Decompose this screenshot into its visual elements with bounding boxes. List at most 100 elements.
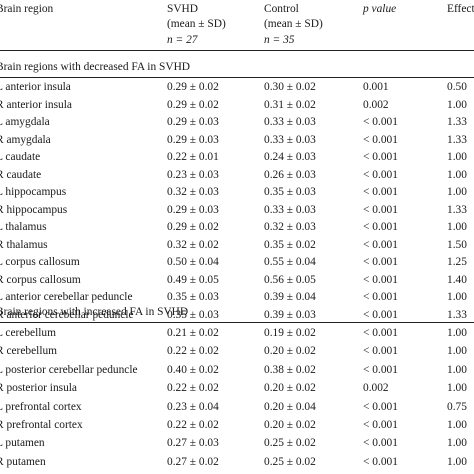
table-row-region-name: R hippocampus — [0, 203, 68, 216]
table-row-control-value: 0.35 ± 0.02 — [264, 238, 316, 251]
table-row-control-value: 0.31 ± 0.02 — [264, 98, 316, 111]
header-control-n: n = 35 — [264, 34, 295, 46]
table-row-p-value: < 0.001 — [363, 133, 398, 146]
table-row-effect-size: 1.00 — [447, 168, 467, 181]
table-row-effect-size: 1.33 — [447, 308, 467, 321]
table-row-control-value: 0.56 ± 0.05 — [264, 273, 316, 286]
table-row-effect-size: 1.00 — [447, 291, 467, 303]
table-row-region-name: L putamen — [0, 437, 45, 450]
header-svhd: SVHD — [167, 3, 199, 15]
table-row-p-value: 0.001 — [363, 81, 389, 93]
header-control-stat: (mean ± SD) — [264, 18, 323, 30]
table-row-control-value: 0.20 ± 0.02 — [264, 419, 316, 431]
table-row-p-value: < 0.001 — [363, 221, 398, 233]
table-row-p-value: < 0.001 — [363, 116, 398, 128]
table-row-control-value: 0.38 ± 0.02 — [264, 363, 316, 376]
table-row-svhd-value: 0.22 ± 0.02 — [167, 345, 219, 358]
table-row-effect-size: 1.00 — [447, 186, 467, 198]
table-row-control-value: 0.25 ± 0.02 — [264, 437, 316, 450]
table-row-svhd-value: 0.35 ± 0.03 — [167, 291, 219, 303]
table-row-effect-size: 1.00 — [447, 437, 467, 450]
table-row-control-value: 0.25 ± 0.02 — [264, 455, 316, 468]
table-row-svhd-value: 0.32 ± 0.03 — [167, 186, 219, 198]
table-row-control-value: 0.20 ± 0.02 — [264, 382, 316, 395]
table-row-svhd-value: 0.29 ± 0.02 — [167, 221, 219, 233]
table-row-svhd-value: 0.50 ± 0.04 — [167, 256, 219, 268]
table-row-control-value: 0.20 ± 0.04 — [264, 400, 316, 413]
table-row-p-value: < 0.001 — [363, 308, 398, 321]
table-row-effect-size: 1.25 — [447, 256, 467, 268]
table-row-control-value: 0.33 ± 0.03 — [264, 203, 316, 216]
table-row-p-value: < 0.001 — [363, 400, 398, 413]
table-row-effect-size: 0.50 — [447, 81, 467, 93]
table-row-control-value: 0.33 ± 0.03 — [264, 133, 316, 146]
table-row-svhd-value: 0.29 ± 0.02 — [167, 98, 219, 111]
table-row-region-name: R corpus callosum — [0, 273, 81, 286]
table-row-effect-size: 0.75 — [447, 400, 467, 413]
table-row-control-value: 0.39 ± 0.03 — [264, 308, 316, 321]
table-row-control-value: 0.35 ± 0.03 — [264, 186, 316, 198]
table-row-region-name: L thalamus — [0, 221, 47, 233]
table-row-region-name: R thalamus — [0, 238, 48, 251]
header-p-value: p value — [363, 3, 397, 15]
table-row-p-value: < 0.001 — [363, 273, 398, 286]
table-row-svhd-value: 0.32 ± 0.02 — [167, 238, 219, 251]
table-row-region-name: R anterior cerebellar peduncle — [0, 308, 134, 321]
table-row-effect-size: 1.33 — [447, 133, 467, 146]
table-row-p-value: < 0.001 — [363, 151, 398, 163]
table-row-effect-size: 1.00 — [447, 345, 467, 358]
table-row-p-value: < 0.001 — [363, 419, 398, 431]
table-row-svhd-value: 0.22 ± 0.01 — [167, 151, 219, 163]
table-row-svhd-value: 0.40 ± 0.02 — [167, 363, 219, 376]
section-increased-rule — [0, 322, 474, 323]
table-row-effect-size: 1.00 — [447, 151, 467, 163]
table-row-p-value: < 0.001 — [363, 256, 398, 268]
header-svhd-stat: (mean ± SD) — [167, 18, 226, 30]
table-row-p-value: < 0.001 — [363, 363, 398, 376]
table-row-svhd-value: 0.27 ± 0.02 — [167, 455, 219, 468]
table-row-svhd-value: 0.29 ± 0.03 — [167, 116, 219, 128]
table-row-effect-size: 1.40 — [447, 273, 467, 286]
table-row-svhd-value: 0.49 ± 0.05 — [167, 273, 219, 286]
table-row-effect-size: 1.00 — [447, 221, 467, 233]
table-row-svhd-value: 0.23 ± 0.03 — [167, 168, 219, 181]
table-row-region-name: R prefrontal cortex — [0, 419, 83, 431]
table-row-p-value: < 0.001 — [363, 186, 398, 198]
table-row-region-name: L anterior insula — [0, 81, 71, 93]
table-row-region-name: L prefrontal cortex — [0, 400, 82, 413]
table-row-effect-size: 1.33 — [447, 203, 467, 216]
table-row-svhd-value: 0.27 ± 0.03 — [167, 437, 219, 450]
header-control: Control — [264, 3, 299, 15]
table-row-effect-size: 1.00 — [447, 98, 467, 111]
table-row-control-value: 0.55 ± 0.04 — [264, 256, 316, 268]
table-row-effect-size: 1.00 — [447, 327, 467, 339]
table-row-region-name: R amygdala — [0, 133, 51, 146]
table-row-control-value: 0.19 ± 0.02 — [264, 327, 316, 339]
table-row-svhd-value: 0.23 ± 0.04 — [167, 400, 219, 413]
table-row-region-name: L posterior cerebellar peduncle — [0, 363, 138, 376]
table-row-region-name: L hippocampus — [0, 186, 67, 198]
table-row-control-value: 0.32 ± 0.03 — [264, 221, 316, 233]
table-row-control-value: 0.20 ± 0.02 — [264, 345, 316, 358]
table-row-svhd-value: 0.35 ± 0.03 — [167, 308, 219, 321]
table-row-p-value: 0.002 — [363, 98, 389, 111]
table-row-region-name: L corpus callosum — [0, 256, 80, 268]
table-row-effect-size: 1.00 — [447, 363, 467, 376]
table-row-region-name: L cerebellum — [0, 327, 56, 339]
table-row-svhd-value: 0.22 ± 0.02 — [167, 382, 219, 395]
section-decreased-fa: Brain regions with decreased FA in SVHD — [0, 61, 191, 73]
table-row-p-value: < 0.001 — [363, 168, 398, 181]
table-row-region-name: R putamen — [0, 455, 46, 468]
table-row-region-name: R caudate — [0, 168, 42, 181]
table-row-control-value: 0.26 ± 0.03 — [264, 168, 316, 181]
table-row-effect-size: 1.00 — [447, 455, 467, 468]
table-row-svhd-value: 0.22 ± 0.02 — [167, 419, 219, 431]
section-increased-fa: Brain regions with increased FA in SVHD — [0, 306, 189, 318]
table-row-p-value: < 0.001 — [363, 203, 398, 216]
table-row-region-name: R posterior insula — [0, 382, 77, 395]
table-row-control-value: 0.33 ± 0.03 — [264, 116, 316, 128]
table-row-region-name: L anterior cerebellar peduncle — [0, 291, 133, 303]
table-row-region-name: L amygdala — [0, 116, 50, 128]
table-row-region-name: R cerebellum — [0, 345, 58, 358]
